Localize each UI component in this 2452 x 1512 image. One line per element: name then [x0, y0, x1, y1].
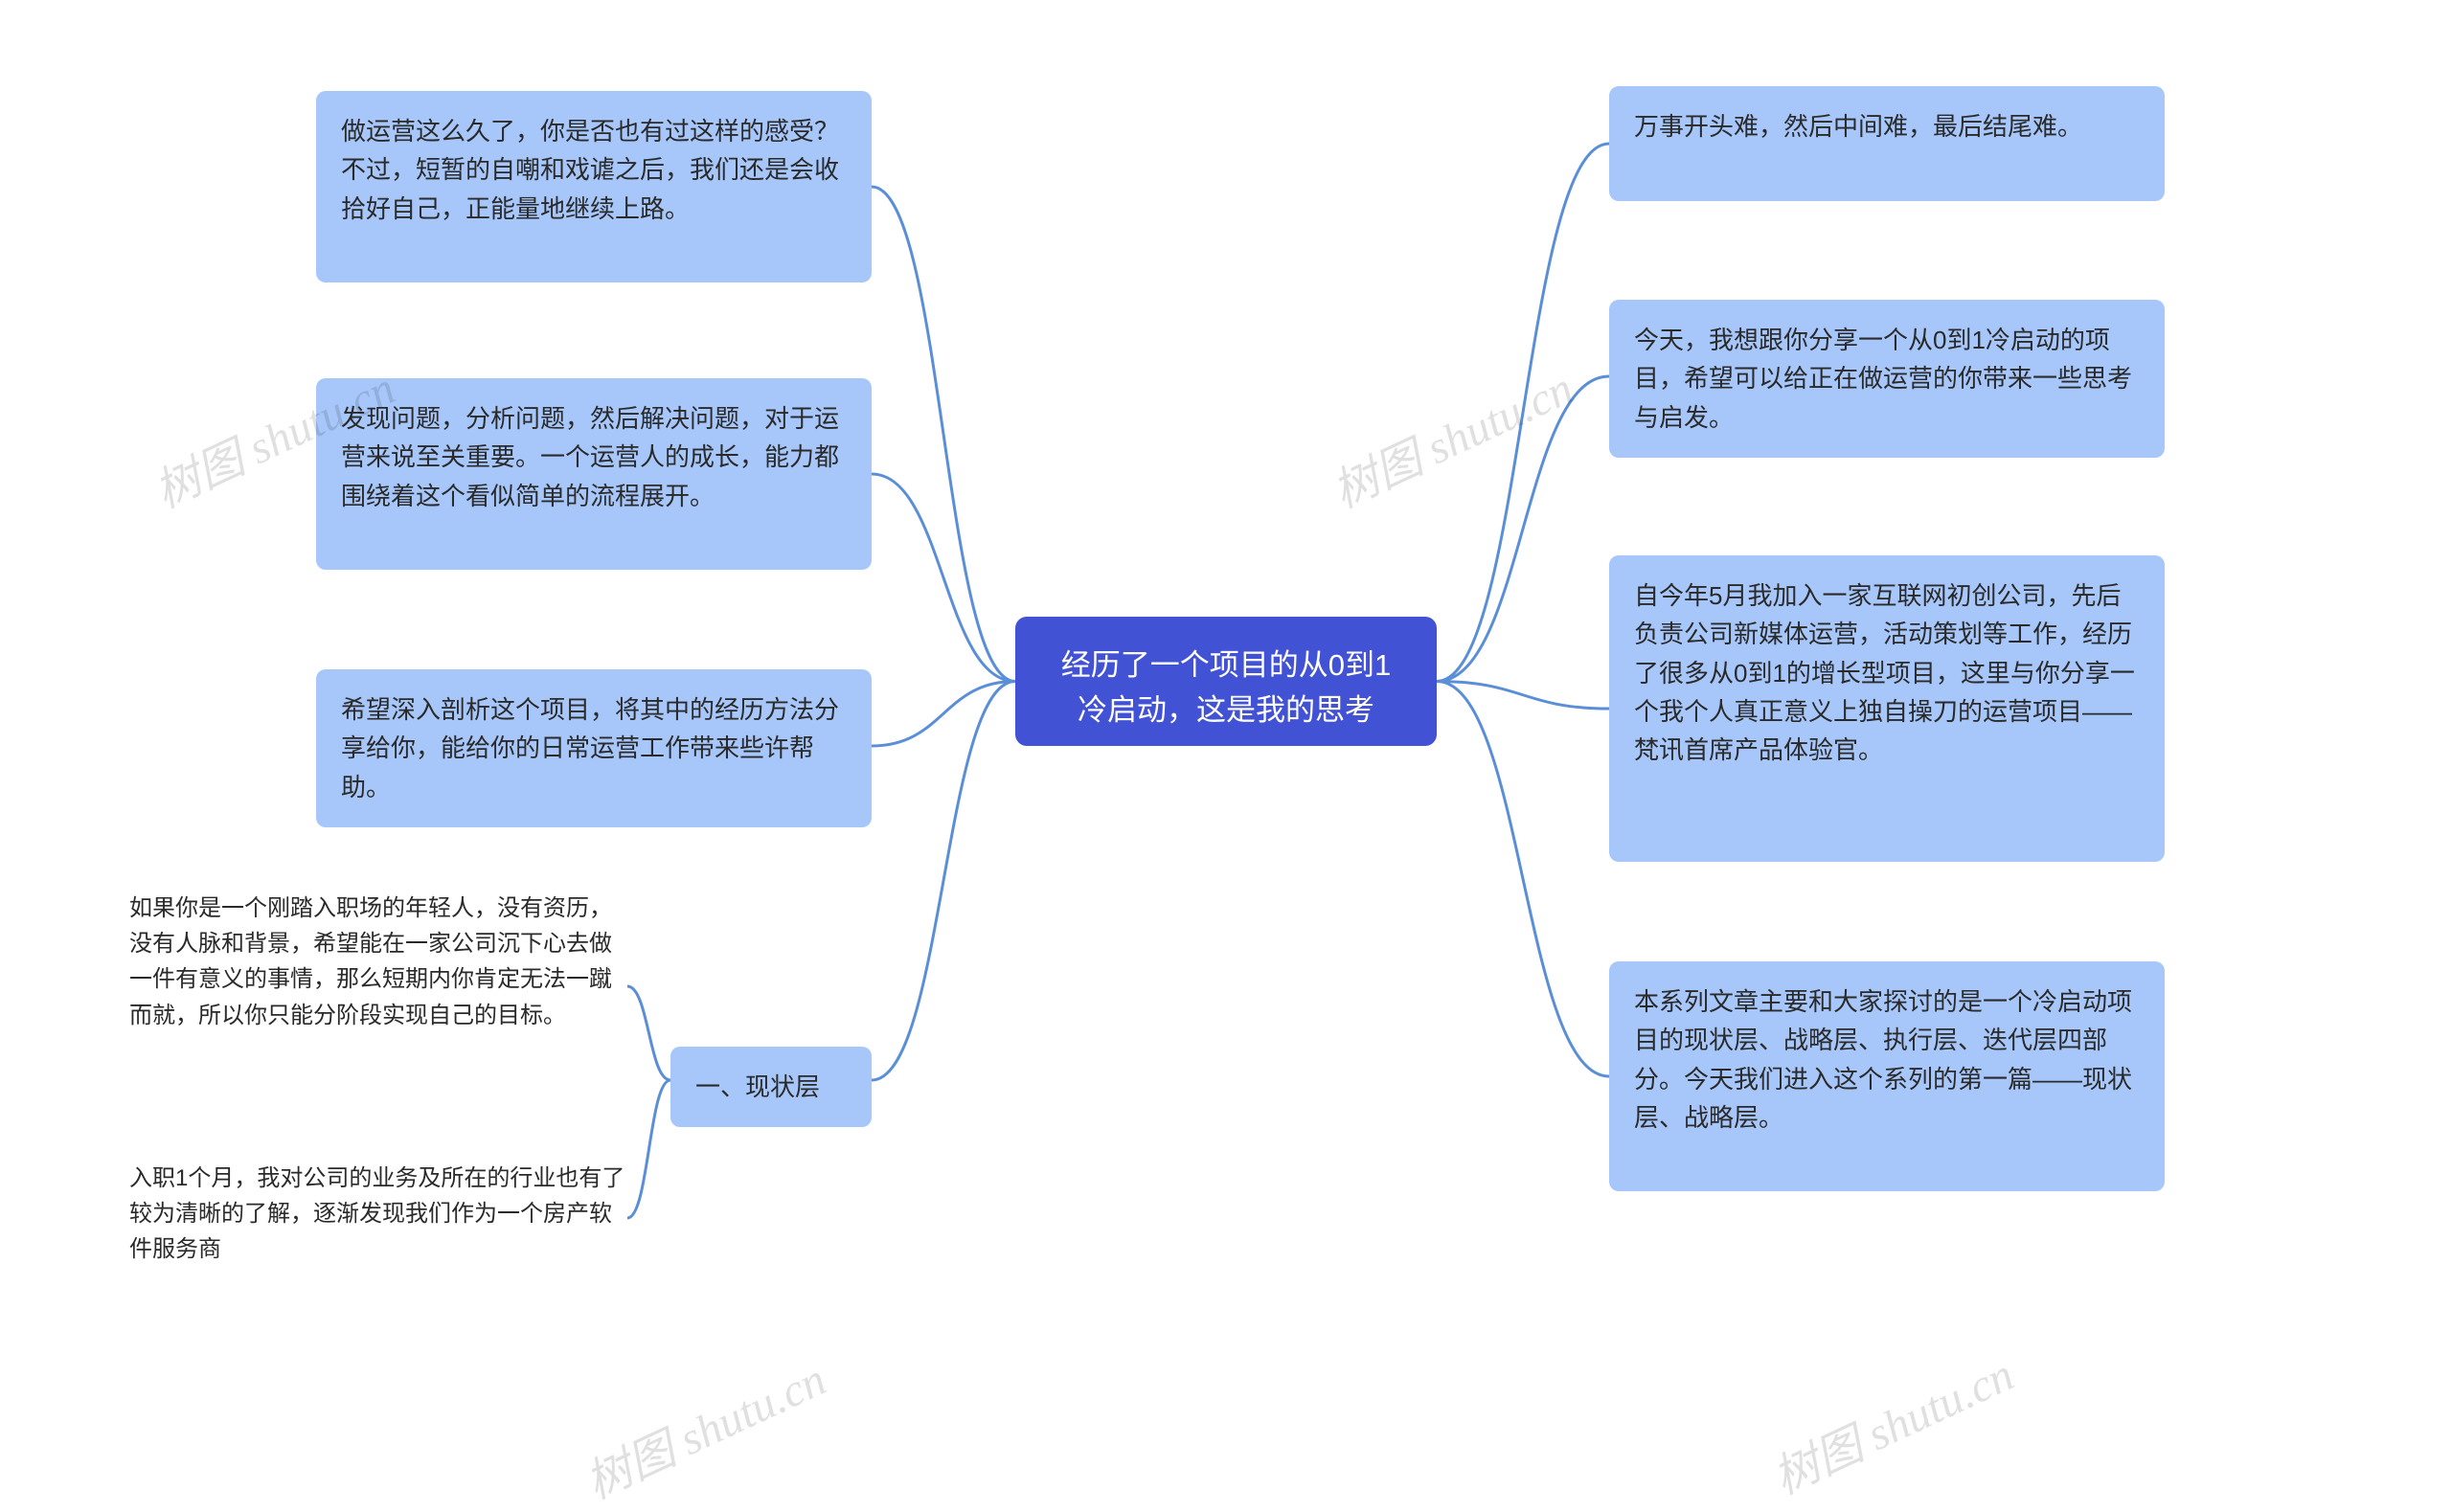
center-node: 经历了一个项目的从0到1冷启动，这是我的思考 — [1015, 617, 1437, 746]
left-node-0: 做运营这么久了，你是否也有过这样的感受？不过，短暂的自嘲和戏谑之后，我们还是会收… — [316, 91, 872, 282]
right-node-2: 自今年5月我加入一家互联网初创公司，先后负责公司新媒体运营，活动策划等工作，经历… — [1609, 555, 2165, 862]
left-node-3-child-0: 如果你是一个刚踏入职场的年轻人，没有资历，没有人脉和背景，希望能在一家公司沉下心… — [129, 891, 627, 1082]
right-node-1: 今天，我想跟你分享一个从0到1冷启动的项目，希望可以给正在做运营的你带来一些思考… — [1609, 300, 2165, 458]
watermark: 树图 shutu.cn — [573, 1342, 835, 1511]
left-node-1: 发现问题，分析问题，然后解决问题，对于运营来说至关重要。一个运营人的成长，能力都… — [316, 378, 872, 570]
left-node-3: 一、现状层 — [670, 1047, 872, 1127]
left-node-3-child-1: 入职1个月，我对公司的业务及所在的行业也有了较为清晰的了解，逐渐发现我们作为一个… — [129, 1161, 627, 1275]
right-node-3: 本系列文章主要和大家探讨的是一个冷启动项目的现状层、战略层、执行层、迭代层四部分… — [1609, 961, 2165, 1191]
mindmap-canvas: 经历了一个项目的从0到1冷启动，这是我的思考 做运营这么久了，你是否也有过这样的… — [0, 0, 2452, 1489]
watermark: 树图 shutu.cn — [1760, 1337, 2023, 1506]
left-node-2: 希望深入剖析这个项目，将其中的经历方法分享给你，能给你的日常运营工作带来些许帮助… — [316, 669, 872, 827]
right-node-0: 万事开头难，然后中间难，最后结尾难。 — [1609, 86, 2165, 201]
watermark: 树图 shutu.cn — [1320, 350, 1582, 520]
